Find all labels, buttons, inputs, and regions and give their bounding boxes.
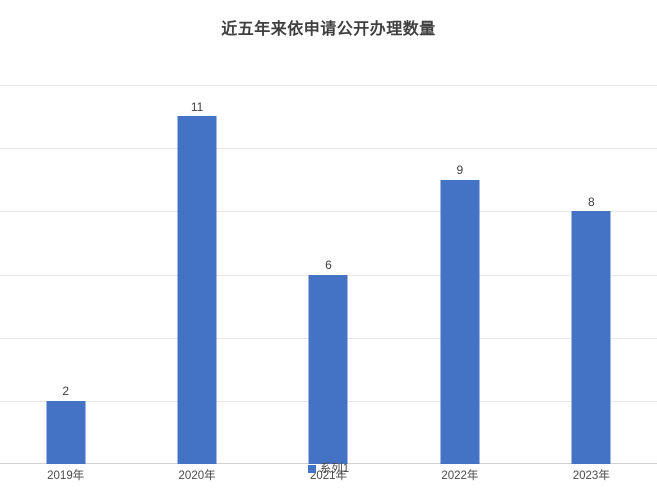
x-tick-2021: 2021年: [309, 470, 348, 482]
bar-group: 8: [526, 85, 657, 464]
x-tick-2020: 2020年: [178, 470, 216, 482]
bar-value-label: 6: [325, 258, 332, 272]
gridline-8: [0, 211, 657, 212]
bar-value-label: 11: [190, 100, 204, 114]
bar-value-label: 9: [456, 163, 464, 177]
bar-value-label: 8: [587, 195, 595, 209]
bar-group: 9: [394, 85, 525, 464]
bars-layer: 2 11 6 9 8: [0, 85, 657, 464]
x-tick-2019: 2019年: [47, 470, 85, 482]
bar-2021[interactable]: [308, 274, 348, 464]
bar-2022[interactable]: [440, 179, 480, 464]
bar-group: 6: [263, 85, 394, 464]
bar-2019[interactable]: [46, 400, 86, 464]
x-tick-2023: 2023年: [572, 470, 610, 482]
gridline-10: [0, 148, 657, 149]
bar-group: 11: [131, 85, 262, 464]
bar-2023[interactable]: [571, 211, 611, 464]
chart-title: 近五年来依申请公开办理数量: [221, 21, 436, 38]
bar-2020[interactable]: [177, 116, 217, 464]
bar-group: 2: [0, 85, 131, 464]
x-axis-labels: 2019年 2020年 2021年 2022年 2023年: [0, 468, 657, 488]
gridline-12: [0, 85, 657, 86]
x-tick-2022: 2022年: [441, 470, 479, 482]
bar-value-label: 2: [62, 384, 70, 398]
